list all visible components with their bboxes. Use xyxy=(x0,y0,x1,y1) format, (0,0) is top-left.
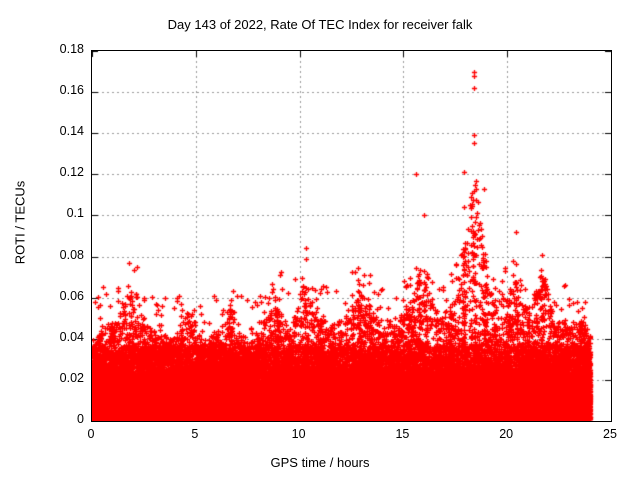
y-tick-label-group: 0 0.02 0.04 0.06 0.08 0.1 0.12 0.14 0.16 0.18 xyxy=(20,42,84,426)
y-tick-label: 0.18 xyxy=(59,42,84,56)
y-tick-label: 0.14 xyxy=(59,124,84,139)
x-tick-label: 25 xyxy=(603,427,617,441)
y-tick-label: 0.12 xyxy=(59,165,84,180)
x-axis-label: GPS time / hours xyxy=(270,455,370,470)
y-tick-label: 0.16 xyxy=(59,83,84,98)
x-tick-label: 5 xyxy=(191,427,199,441)
page-title: Day 143 of 2022, Rate Of TEC Index for r… xyxy=(167,17,473,32)
y-tick-label: 0.08 xyxy=(59,247,84,262)
x-tick-label: 15 xyxy=(395,427,410,441)
y-tick-label: 0 xyxy=(77,412,84,426)
y-tick-label: 0.02 xyxy=(59,370,84,385)
y-tick-label: 0.04 xyxy=(59,329,84,344)
y-tick-label: 0.1 xyxy=(66,206,84,221)
y-tick-label: 0.06 xyxy=(59,288,84,303)
x-tick-label-group: 0 5 10 15 20 25 xyxy=(88,427,617,447)
scatter-canvas xyxy=(92,51,611,421)
x-tick-label: 20 xyxy=(499,427,514,441)
plot-area xyxy=(91,50,612,422)
x-tick-label: 0 xyxy=(87,427,95,441)
x-tick-label: 10 xyxy=(291,427,306,441)
